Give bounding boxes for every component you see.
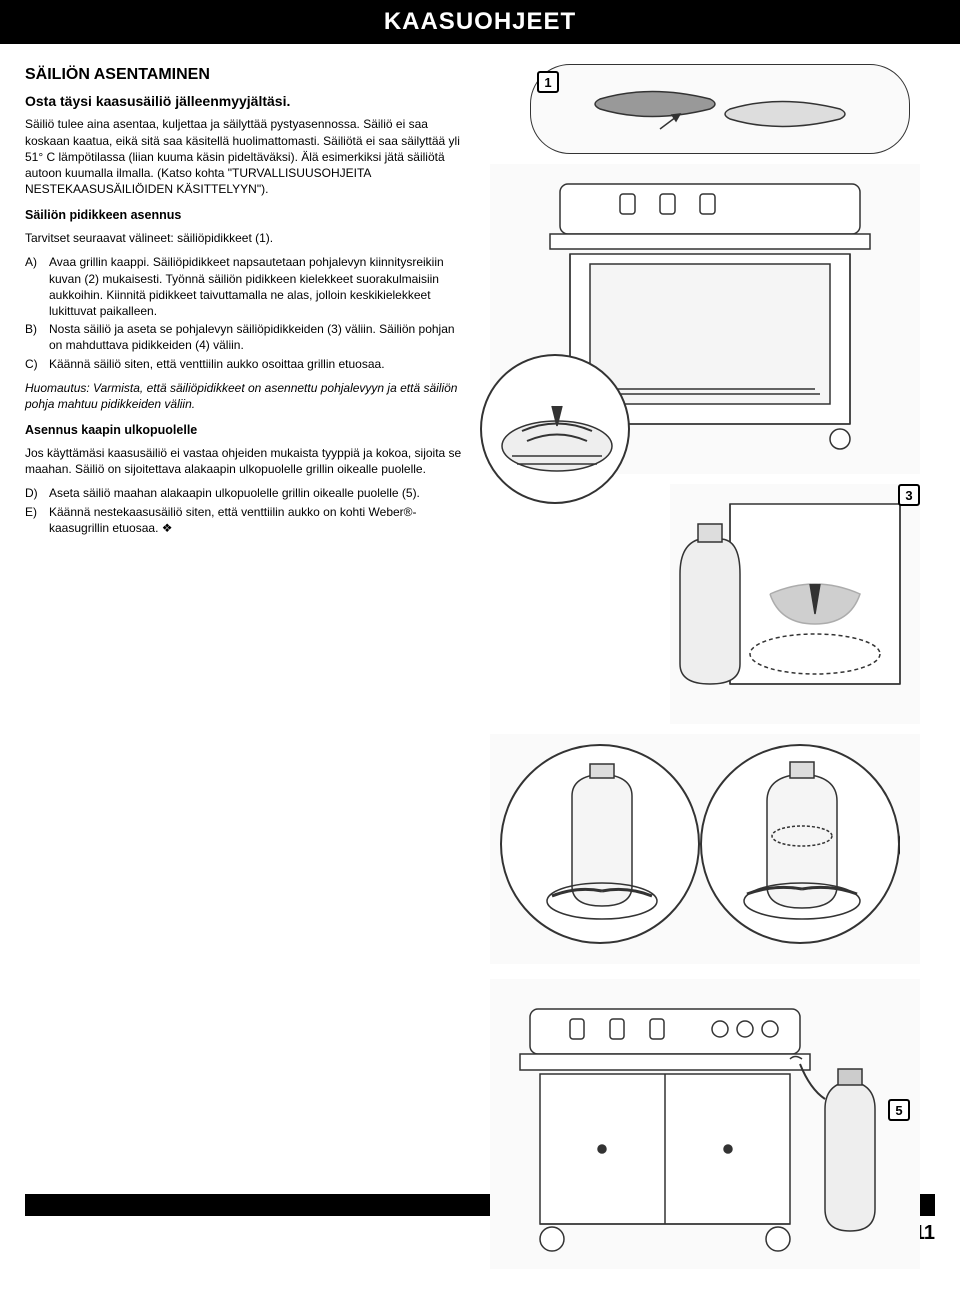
tank-seated-icon bbox=[502, 746, 702, 946]
section-title: SÄILIÖN ASENTAMINEN bbox=[25, 64, 470, 86]
detail-circle-4b bbox=[700, 744, 900, 944]
note-paragraph: Huomautus: Varmista, että säiliöpidikkee… bbox=[25, 380, 470, 412]
subtitle: Osta täysi kaasusäiliö jälleenmyyjältäsi… bbox=[25, 92, 470, 111]
list-item: C) Käännä säiliö siten, että venttiilin … bbox=[25, 356, 470, 372]
step-letter: E) bbox=[25, 504, 49, 536]
step-text: Avaa grillin kaappi. Säiliöpidikkeet nap… bbox=[49, 254, 470, 319]
grill-exterior-tank-icon bbox=[490, 979, 920, 1269]
outside-steps-list: D) Aseta säiliö maahan alakaapin ulkopuo… bbox=[25, 485, 470, 536]
step-text: Käännä säiliö siten, että venttiilin auk… bbox=[49, 356, 470, 372]
step-text: Nosta säiliö ja aseta se pohjalevyn säil… bbox=[49, 321, 470, 353]
step-letter: A) bbox=[25, 254, 49, 319]
retainer-clips-icon bbox=[570, 79, 870, 139]
illustration-1: 1 bbox=[530, 64, 910, 154]
detail-circle-2 bbox=[480, 354, 630, 504]
illustration-column: 1 2 bbox=[490, 64, 935, 1184]
step-text: Käännä nestekaasusäiliö siten, että vent… bbox=[49, 504, 470, 536]
tank-insert-icon bbox=[670, 484, 920, 724]
illustration-4: 4 bbox=[490, 734, 920, 964]
list-item: D) Aseta säiliö maahan alakaapin ulkopuo… bbox=[25, 485, 470, 501]
text-column: SÄILIÖN ASENTAMINEN Osta täysi kaasusäil… bbox=[25, 64, 470, 1184]
tank-seated-alt-icon bbox=[702, 746, 902, 946]
page-header: KAASUOHJEET bbox=[0, 0, 960, 44]
intro-paragraph: Säiliö tulee aina asentaa, kuljettaa ja … bbox=[25, 116, 470, 197]
list-item: E) Käännä nestekaasusäiliö siten, että v… bbox=[25, 504, 470, 536]
retainer-heading: Säiliön pidikkeen asennus bbox=[25, 207, 470, 224]
step-letter: B) bbox=[25, 321, 49, 353]
list-item: B) Nosta säiliö ja aseta se pohjalevyn s… bbox=[25, 321, 470, 353]
illustration-label-3: 3 bbox=[898, 484, 920, 506]
tools-line: Tarvitset seuraavat välineet: säiliöpidi… bbox=[25, 230, 470, 246]
main-steps-list: A) Avaa grillin kaappi. Säiliöpidikkeet … bbox=[25, 254, 470, 371]
detail-circle-4a bbox=[500, 744, 700, 944]
illustration-2: 2 bbox=[490, 164, 920, 474]
illustration-label-1: 1 bbox=[537, 71, 559, 93]
outside-paragraph: Jos käyttämäsi kaasusäiliö ei vastaa ohj… bbox=[25, 445, 470, 477]
clip-detail-icon bbox=[482, 356, 632, 506]
step-letter: D) bbox=[25, 485, 49, 501]
list-item: A) Avaa grillin kaappi. Säiliöpidikkeet … bbox=[25, 254, 470, 319]
step-letter: C) bbox=[25, 356, 49, 372]
content-wrapper: SÄILIÖN ASENTAMINEN Osta täysi kaasusäil… bbox=[0, 44, 960, 1194]
step-text: Aseta säiliö maahan alakaapin ulkopuolel… bbox=[49, 485, 470, 501]
illustration-label-5: 5 bbox=[888, 1099, 910, 1121]
outside-heading: Asennus kaapin ulkopuolelle bbox=[25, 422, 470, 439]
illustration-3: 3 bbox=[670, 484, 920, 724]
illustration-5: 5 bbox=[490, 979, 920, 1269]
